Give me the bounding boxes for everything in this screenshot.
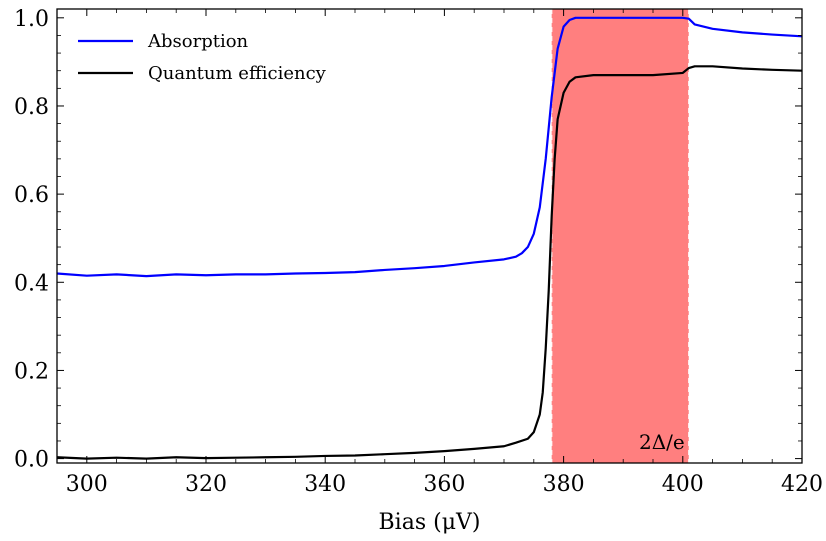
y-tick-label: 1.0 xyxy=(14,7,49,32)
x-tick-label: 420 xyxy=(781,472,823,497)
x-tick-label: 300 xyxy=(66,472,108,497)
shaded-region xyxy=(552,9,689,463)
y-tick-label: 0.2 xyxy=(14,359,49,384)
y-tick-label: 0.8 xyxy=(14,95,49,120)
y-tick-label: 0.6 xyxy=(14,183,49,208)
x-tick-label: 340 xyxy=(304,472,346,497)
y-tick-label: 0.4 xyxy=(14,271,49,296)
x-tick-label: 380 xyxy=(543,472,585,497)
gap-annotation: 2Δ/e xyxy=(639,430,685,454)
x-tick-label: 320 xyxy=(185,472,227,497)
x-tick-label: 400 xyxy=(662,472,704,497)
legend-label: Absorption xyxy=(147,31,249,52)
y-tick-label: 0.0 xyxy=(14,448,49,473)
legend-label: Quantum efficiency xyxy=(148,63,327,84)
x-tick-label: 360 xyxy=(423,472,465,497)
x-axis-label: Bias (μV) xyxy=(379,510,481,535)
